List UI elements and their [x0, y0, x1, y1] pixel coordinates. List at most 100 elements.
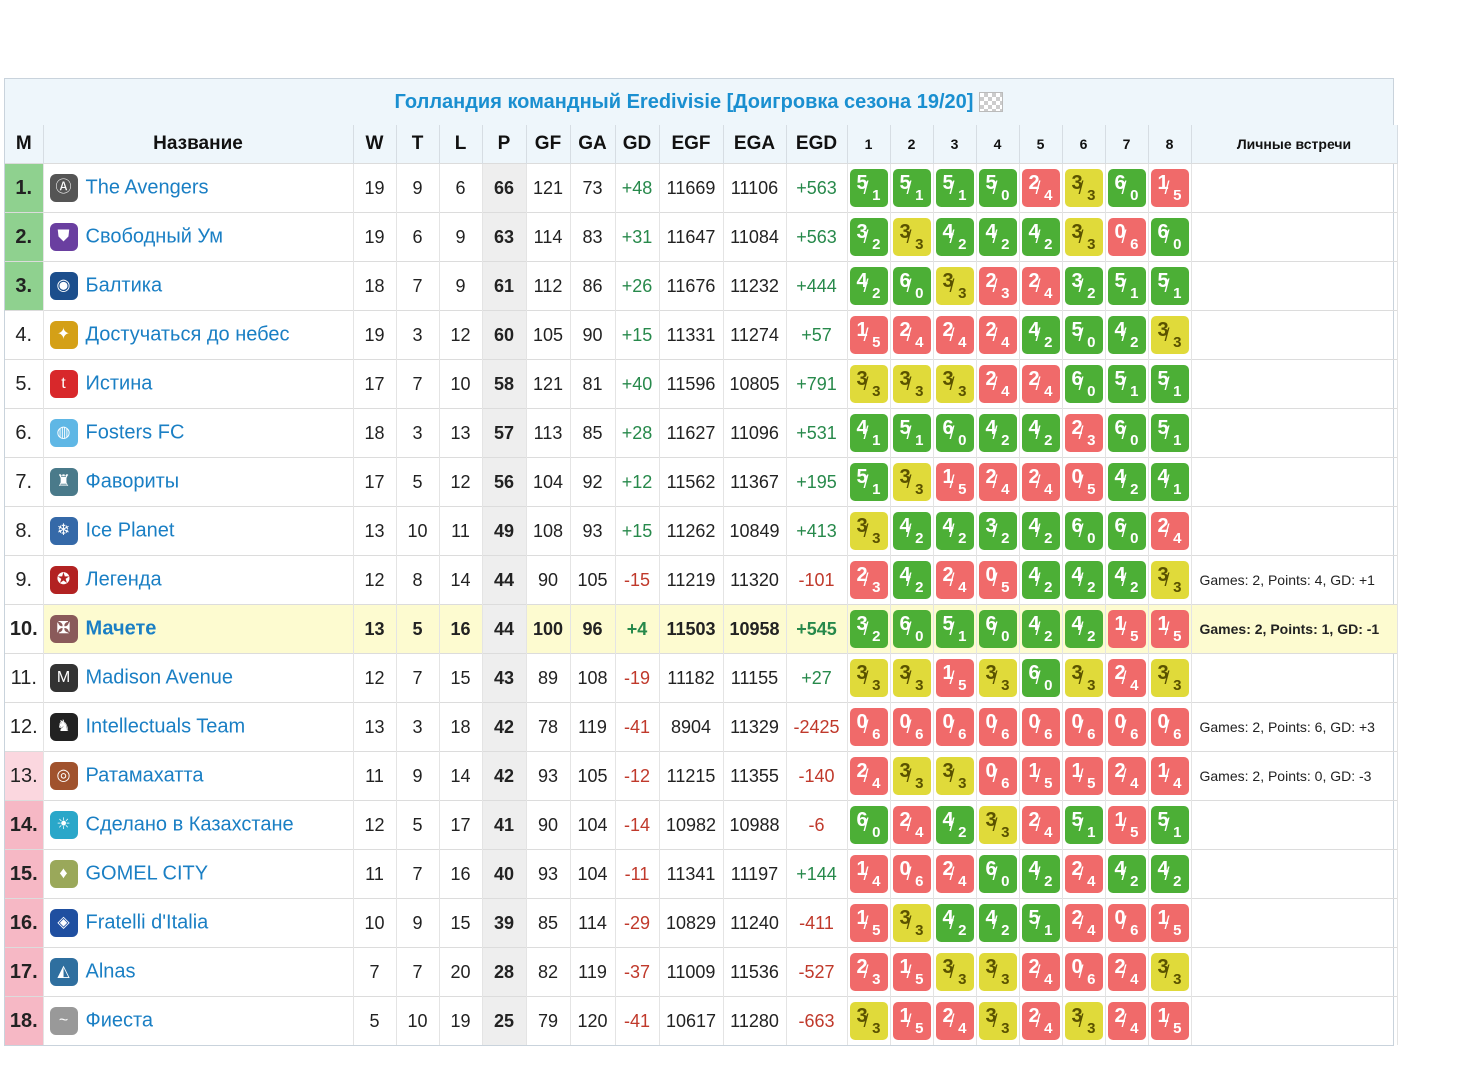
game-result-tile[interactable]: 3/2: [849, 610, 888, 648]
game-result-tile[interactable]: 1/5: [1107, 610, 1146, 648]
game-result-tile[interactable]: 2/4: [978, 463, 1017, 501]
game-result-tile[interactable]: 4/2: [849, 267, 888, 305]
game-result-tile[interactable]: 1/5: [1150, 169, 1189, 207]
game-result-tile[interactable]: 4/2: [1021, 855, 1060, 893]
game-result-tile[interactable]: 6/0: [892, 610, 931, 648]
game-result-tile[interactable]: 4/2: [1064, 561, 1103, 599]
game-result-tile[interactable]: 4/2: [935, 218, 974, 256]
team-link[interactable]: Fosters FC: [85, 421, 185, 444]
game-result-tile[interactable]: 2/4: [978, 365, 1017, 403]
game-result-tile[interactable]: 6/0: [1064, 512, 1103, 550]
game-result-tile[interactable]: 0/6: [1150, 708, 1189, 746]
col-gd[interactable]: GD: [615, 125, 660, 164]
game-result-tile[interactable]: 1/5: [1150, 610, 1189, 648]
game-result-tile[interactable]: 0/5: [978, 561, 1017, 599]
game-result-tile[interactable]: 4/2: [892, 512, 931, 550]
game-result-tile[interactable]: 4/2: [935, 512, 974, 550]
game-result-tile[interactable]: 3/2: [978, 512, 1017, 550]
game-result-tile[interactable]: 3/3: [849, 1002, 888, 1040]
team-link[interactable]: Fratelli d'Italia: [85, 911, 209, 934]
game-result-tile[interactable]: 2/4: [1064, 904, 1103, 942]
game-result-tile[interactable]: 2/4: [1107, 757, 1146, 795]
game-result-tile[interactable]: 4/2: [935, 904, 974, 942]
game-result-tile[interactable]: 3/3: [978, 806, 1017, 844]
game-result-tile[interactable]: 2/3: [849, 561, 888, 599]
game-result-tile[interactable]: 3/3: [1150, 316, 1189, 354]
game-result-tile[interactable]: 5/1: [849, 463, 888, 501]
game-result-tile[interactable]: 2/4: [1021, 169, 1060, 207]
game-result-tile[interactable]: 5/1: [892, 414, 931, 452]
game-result-tile[interactable]: 4/2: [1150, 855, 1189, 893]
game-result-tile[interactable]: 3/3: [892, 659, 931, 697]
game-result-tile[interactable]: 1/5: [1021, 757, 1060, 795]
table-row[interactable]: 8. ❄ Ice Planet 13 10 11 49 108 93 +15 11262 10849 +…: [5, 506, 1398, 556]
game-result-tile[interactable]: 5/1: [1107, 365, 1146, 403]
game-result-tile[interactable]: 2/4: [1021, 806, 1060, 844]
game-result-tile[interactable]: 2/4: [935, 1002, 974, 1040]
game-result-tile[interactable]: 3/3: [892, 463, 931, 501]
team-link[interactable]: Легенда: [85, 568, 162, 591]
col-ga[interactable]: GA: [570, 125, 616, 164]
table-row[interactable]: 3. ◉ Балтика 18 7 9 61 112 86 +26 11676 11232 +444 4/…: [5, 261, 1398, 311]
game-result-tile[interactable]: 0/6: [978, 708, 1017, 746]
game-result-tile[interactable]: 0/6: [849, 708, 888, 746]
game-result-tile[interactable]: 2/4: [978, 316, 1017, 354]
game-result-tile[interactable]: 3/3: [892, 757, 931, 795]
game-result-tile[interactable]: 3/3: [1150, 953, 1189, 991]
col-w[interactable]: W: [353, 125, 397, 164]
table-row[interactable]: 2. ⛊ Свободный Ум 19 6 9 63 114 83 +31 11647 11084 +…: [5, 212, 1398, 262]
game-result-tile[interactable]: 5/1: [849, 169, 888, 207]
col-pos[interactable]: M: [5, 125, 44, 164]
game-result-tile[interactable]: 6/0: [892, 267, 931, 305]
game-result-tile[interactable]: 4/1: [849, 414, 888, 452]
game-result-tile[interactable]: 0/6: [1107, 708, 1146, 746]
game-result-tile[interactable]: 3/3: [892, 218, 931, 256]
game-result-tile[interactable]: 4/2: [978, 904, 1017, 942]
game-result-tile[interactable]: 1/5: [892, 953, 931, 991]
table-row[interactable]: 13. ◎ Ратамахатта 11 9 14 42 93 105 -12 11215 11355…: [5, 751, 1398, 801]
game-result-tile[interactable]: 2/4: [849, 757, 888, 795]
table-row[interactable]: 1. Ⓐ The Avengers 19 9 6 66 121 73 +48 11669 11106 +…: [5, 163, 1398, 213]
game-result-tile[interactable]: 1/5: [1064, 757, 1103, 795]
game-result-tile[interactable]: 5/0: [978, 169, 1017, 207]
game-result-tile[interactable]: 5/1: [1150, 414, 1189, 452]
game-result-tile[interactable]: 2/4: [1021, 1002, 1060, 1040]
game-result-tile[interactable]: 3/2: [1064, 267, 1103, 305]
game-result-tile[interactable]: 2/4: [1107, 659, 1146, 697]
game-result-tile[interactable]: 6/0: [849, 806, 888, 844]
game-result-tile[interactable]: 2/4: [1021, 365, 1060, 403]
game-result-tile[interactable]: 6/0: [935, 414, 974, 452]
game-result-tile[interactable]: 4/2: [978, 414, 1017, 452]
game-result-tile[interactable]: 3/3: [892, 365, 931, 403]
game-result-tile[interactable]: 6/0: [1150, 218, 1189, 256]
team-link[interactable]: Свободный Ум: [85, 225, 223, 248]
game-result-tile[interactable]: 2/4: [1021, 463, 1060, 501]
game-result-tile[interactable]: 3/3: [1150, 659, 1189, 697]
game-result-tile[interactable]: 6/0: [978, 610, 1017, 648]
game-result-tile[interactable]: 0/6: [1064, 708, 1103, 746]
game-result-tile[interactable]: 3/3: [935, 953, 974, 991]
game-result-tile[interactable]: 1/5: [935, 463, 974, 501]
game-result-tile[interactable]: 2/4: [935, 855, 974, 893]
col-l[interactable]: L: [439, 125, 483, 164]
game-result-tile[interactable]: 4/2: [1021, 316, 1060, 354]
game-result-tile[interactable]: 3/3: [935, 267, 974, 305]
game-result-tile[interactable]: 2/4: [1107, 1002, 1146, 1040]
game-result-tile[interactable]: 2/4: [1107, 953, 1146, 991]
table-row[interactable]: 10. ✠ Мачете 13 5 16 44 100 96 +4 11503 10958 +545 3/…: [5, 604, 1398, 654]
col-egf[interactable]: EGF: [659, 125, 724, 164]
game-result-tile[interactable]: 3/3: [935, 757, 974, 795]
game-result-tile[interactable]: 3/3: [1064, 218, 1103, 256]
team-link[interactable]: Madison Avenue: [85, 666, 234, 689]
table-row[interactable]: 5. t Истина 17 7 10 58 121 81 +40 11596 10805 +791 3/…: [5, 359, 1398, 409]
game-result-tile[interactable]: 3/3: [978, 953, 1017, 991]
game-result-tile[interactable]: 2/4: [1150, 512, 1189, 550]
game-result-tile[interactable]: 2/4: [935, 561, 974, 599]
game-result-tile[interactable]: 3/3: [1150, 561, 1189, 599]
game-result-tile[interactable]: 4/2: [1107, 561, 1146, 599]
game-result-tile[interactable]: 4/2: [1107, 463, 1146, 501]
game-result-tile[interactable]: 1/5: [1107, 806, 1146, 844]
game-result-tile[interactable]: 4/2: [1021, 414, 1060, 452]
game-result-tile[interactable]: 3/3: [978, 1002, 1017, 1040]
game-result-tile[interactable]: 4/2: [1021, 512, 1060, 550]
